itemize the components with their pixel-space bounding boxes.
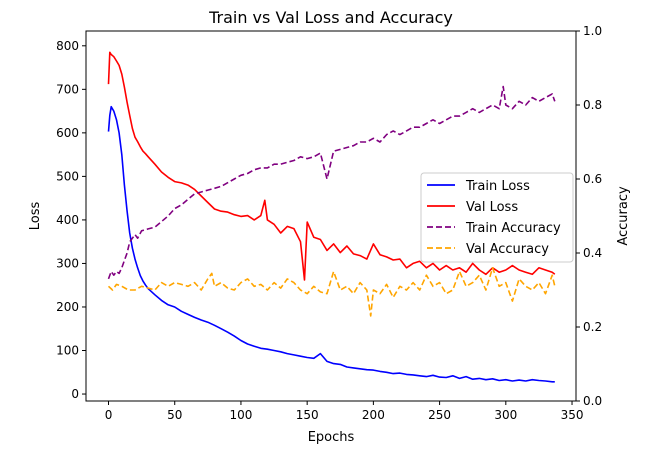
series-layer xyxy=(107,51,556,383)
legend-box xyxy=(420,172,574,263)
y2-axis-ticks: 0.0 0.2 0.4 0.6 0.8 1.0 xyxy=(576,24,602,408)
y-tick-label: 400 xyxy=(56,213,79,227)
y-tick-label: 500 xyxy=(56,169,79,183)
y2-tick-label: 0.0 xyxy=(583,394,602,408)
x-tick-label: 250 xyxy=(428,408,451,422)
x-axis-label: Epochs xyxy=(308,430,355,445)
y-tick-label: 600 xyxy=(56,126,79,140)
y2-tick-label: 0.6 xyxy=(583,172,602,186)
y2-tick-label: 1.0 xyxy=(583,24,602,38)
y2-tick-label: 0.2 xyxy=(583,320,602,334)
legend-label: Train Loss xyxy=(465,179,530,194)
x-axis-ticks: 0 50 100 150 200 250 300 350 xyxy=(105,401,584,422)
legend: Train Loss Val Loss Train Accuracy Val Accu… xyxy=(420,172,574,263)
y-tick-label: 100 xyxy=(56,344,79,358)
x-tick-label: 200 xyxy=(362,408,385,422)
chart-title: Train vs Val Loss and Accuracy xyxy=(208,8,453,27)
y-tick-label: 800 xyxy=(56,39,79,53)
x-tick-label: 350 xyxy=(561,408,584,422)
x-tick-label: 50 xyxy=(167,408,182,422)
plot-frame xyxy=(85,30,577,402)
y-tick-label: 200 xyxy=(56,300,79,314)
y2-tick-label: 0.4 xyxy=(583,246,602,260)
series-line-val-accuracy xyxy=(107,267,556,317)
y-tick-label: 300 xyxy=(56,256,79,270)
y-axis-ticks: 0 100 200 300 400 500 600 700 800 xyxy=(56,39,86,401)
x-tick-label: 0 xyxy=(105,408,113,422)
series-line-train-loss xyxy=(107,105,555,383)
legend-label: Train Accuracy xyxy=(465,221,561,236)
y2-axis-label: Accuracy xyxy=(616,186,631,246)
x-tick-label: 100 xyxy=(229,408,252,422)
legend-label: Val Loss xyxy=(466,200,518,215)
x-tick-label: 300 xyxy=(494,408,517,422)
x-tick-label: 150 xyxy=(296,408,319,422)
legend-label: Val Accuracy xyxy=(466,242,549,257)
series-line-val-loss xyxy=(107,51,556,281)
y2-tick-label: 0.8 xyxy=(583,98,602,112)
y-axis-label: Loss xyxy=(28,202,43,231)
y-tick-label: 0 xyxy=(71,387,79,401)
y-tick-label: 700 xyxy=(56,82,79,96)
series-line-train-accuracy xyxy=(107,85,556,280)
